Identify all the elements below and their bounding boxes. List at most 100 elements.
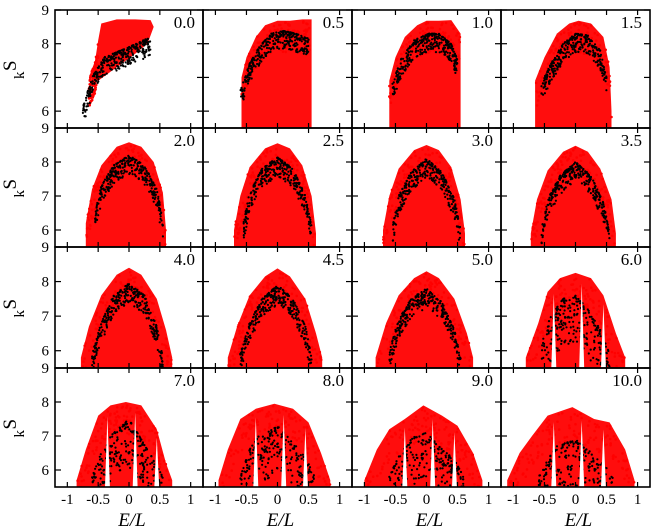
black-data-point bbox=[573, 174, 576, 177]
black-data-point bbox=[458, 232, 462, 235]
red-data-point bbox=[300, 310, 304, 313]
red-data-point bbox=[456, 32, 460, 35]
red-data-point bbox=[253, 175, 256, 179]
black-data-point bbox=[442, 47, 445, 50]
black-data-point bbox=[454, 211, 457, 214]
black-data-point bbox=[138, 169, 141, 172]
black-data-point bbox=[556, 66, 559, 69]
red-data-point bbox=[537, 206, 540, 209]
black-data-point bbox=[107, 63, 110, 66]
black-data-point bbox=[542, 229, 545, 232]
red-data-point bbox=[536, 99, 540, 102]
black-data-point bbox=[103, 61, 106, 65]
red-data-point bbox=[421, 148, 424, 151]
black-data-point bbox=[267, 51, 270, 54]
black-data-point bbox=[548, 81, 551, 84]
black-data-point bbox=[160, 350, 163, 353]
black-data-point bbox=[547, 198, 550, 201]
black-data-point bbox=[155, 332, 158, 335]
red-data-point bbox=[91, 339, 95, 342]
black-data-point bbox=[445, 187, 448, 190]
black-data-point bbox=[424, 176, 427, 179]
black-data-point bbox=[543, 92, 547, 95]
black-data-point bbox=[294, 316, 297, 320]
red-data-point bbox=[565, 151, 569, 154]
red-data-point bbox=[535, 104, 539, 107]
red-data-point bbox=[394, 325, 397, 329]
black-data-point bbox=[268, 41, 271, 44]
black-data-point bbox=[270, 301, 273, 305]
black-data-point bbox=[113, 175, 116, 178]
black-data-point bbox=[579, 170, 582, 173]
black-data-point bbox=[97, 75, 100, 78]
black-data-point bbox=[142, 307, 145, 310]
black-data-point bbox=[554, 195, 557, 198]
black-data-point bbox=[128, 288, 131, 291]
black-data-point bbox=[272, 168, 275, 171]
red-data-point bbox=[92, 66, 96, 70]
black-data-point bbox=[599, 54, 602, 57]
black-data-point bbox=[141, 166, 144, 169]
black-data-point bbox=[282, 298, 285, 301]
black-data-point bbox=[572, 169, 575, 172]
black-data-point bbox=[447, 46, 450, 50]
red-data-point bbox=[395, 196, 398, 199]
black-data-point bbox=[250, 77, 253, 80]
black-data-point bbox=[244, 335, 247, 338]
red-data-point bbox=[160, 342, 164, 346]
red-data-point bbox=[169, 362, 173, 366]
red-data-point bbox=[96, 43, 100, 46]
black-data-point bbox=[548, 79, 551, 82]
red-data-point bbox=[228, 359, 232, 362]
black-data-point bbox=[565, 54, 568, 58]
red-data-point bbox=[89, 74, 92, 77]
red-data-point bbox=[89, 199, 93, 203]
black-data-point bbox=[146, 41, 149, 44]
black-data-point bbox=[291, 35, 294, 38]
black-data-point bbox=[93, 344, 96, 347]
red-data-point bbox=[291, 154, 295, 158]
red-data-point bbox=[314, 358, 317, 361]
black-data-point bbox=[597, 55, 600, 58]
black-data-point bbox=[245, 209, 248, 212]
black-data-point bbox=[293, 32, 296, 36]
red-data-point bbox=[385, 231, 388, 235]
black-data-point bbox=[304, 343, 307, 346]
black-data-point bbox=[291, 315, 294, 318]
black-data-point bbox=[593, 181, 596, 184]
black-data-point bbox=[404, 190, 407, 193]
black-data-point bbox=[132, 297, 135, 300]
black-data-point bbox=[453, 59, 456, 62]
black-data-point bbox=[597, 206, 601, 209]
black-data-point bbox=[121, 159, 125, 162]
red-data-point bbox=[101, 296, 105, 300]
black-data-point bbox=[86, 90, 89, 93]
black-data-point bbox=[457, 238, 460, 241]
red-data-point bbox=[88, 207, 91, 211]
red-data-point bbox=[281, 50, 285, 53]
black-data-point bbox=[288, 36, 291, 39]
black-data-point bbox=[599, 60, 602, 64]
black-data-point bbox=[454, 55, 457, 58]
red-data-point bbox=[593, 31, 597, 35]
black-data-point bbox=[581, 44, 584, 47]
black-data-point bbox=[122, 300, 125, 303]
black-data-point bbox=[290, 301, 293, 304]
red-data-point bbox=[564, 156, 567, 159]
black-data-point bbox=[136, 56, 139, 59]
red-data-point bbox=[129, 278, 132, 281]
black-data-point bbox=[153, 187, 157, 191]
red-data-point bbox=[87, 218, 91, 222]
black-data-point bbox=[156, 191, 159, 194]
red-data-point bbox=[89, 76, 92, 80]
black-data-point bbox=[397, 76, 400, 79]
black-data-point bbox=[408, 185, 411, 188]
panel-plot-area bbox=[239, 19, 312, 128]
red-data-point bbox=[403, 176, 406, 179]
black-data-point bbox=[244, 80, 247, 83]
red-data-point bbox=[303, 178, 306, 182]
black-data-point bbox=[397, 197, 400, 200]
red-data-point bbox=[388, 95, 391, 98]
black-data-point bbox=[278, 165, 282, 169]
red-data-point bbox=[564, 178, 567, 181]
